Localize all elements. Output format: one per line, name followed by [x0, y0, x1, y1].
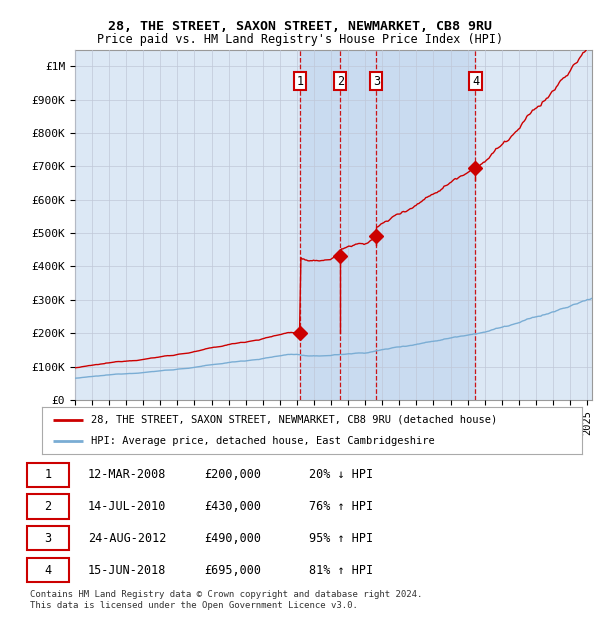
- Text: 95% ↑ HPI: 95% ↑ HPI: [309, 532, 373, 545]
- Text: 3: 3: [44, 532, 52, 545]
- Text: £695,000: £695,000: [204, 564, 261, 577]
- Text: 15-JUN-2018: 15-JUN-2018: [88, 564, 166, 577]
- Text: HPI: Average price, detached house, East Cambridgeshire: HPI: Average price, detached house, East…: [91, 436, 434, 446]
- FancyBboxPatch shape: [27, 463, 68, 487]
- FancyBboxPatch shape: [27, 494, 68, 518]
- Bar: [376, 50, 475, 400]
- Text: 4: 4: [472, 74, 479, 87]
- Text: Contains HM Land Registry data © Crown copyright and database right 2024.
This d: Contains HM Land Registry data © Crown c…: [30, 590, 422, 609]
- Text: 1: 1: [296, 74, 304, 87]
- Text: 2: 2: [44, 500, 52, 513]
- FancyBboxPatch shape: [27, 526, 68, 551]
- Text: Price paid vs. HM Land Registry's House Price Index (HPI): Price paid vs. HM Land Registry's House …: [97, 33, 503, 46]
- Text: £200,000: £200,000: [204, 468, 261, 481]
- Text: 14-JUL-2010: 14-JUL-2010: [88, 500, 166, 513]
- Text: 24-AUG-2012: 24-AUG-2012: [88, 532, 166, 545]
- Text: 1: 1: [44, 468, 52, 481]
- Text: £490,000: £490,000: [204, 532, 261, 545]
- Text: 20% ↓ HPI: 20% ↓ HPI: [309, 468, 373, 481]
- Bar: [300, 50, 376, 400]
- Text: 28, THE STREET, SAXON STREET, NEWMARKET, CB8 9RU: 28, THE STREET, SAXON STREET, NEWMARKET,…: [108, 20, 492, 33]
- Text: 2: 2: [337, 74, 344, 87]
- Text: 76% ↑ HPI: 76% ↑ HPI: [309, 500, 373, 513]
- Text: £430,000: £430,000: [204, 500, 261, 513]
- Text: 3: 3: [373, 74, 380, 87]
- Text: 28, THE STREET, SAXON STREET, NEWMARKET, CB8 9RU (detached house): 28, THE STREET, SAXON STREET, NEWMARKET,…: [91, 415, 497, 425]
- Text: 12-MAR-2008: 12-MAR-2008: [88, 468, 166, 481]
- Text: 4: 4: [44, 564, 52, 577]
- FancyBboxPatch shape: [27, 558, 68, 582]
- Text: 81% ↑ HPI: 81% ↑ HPI: [309, 564, 373, 577]
